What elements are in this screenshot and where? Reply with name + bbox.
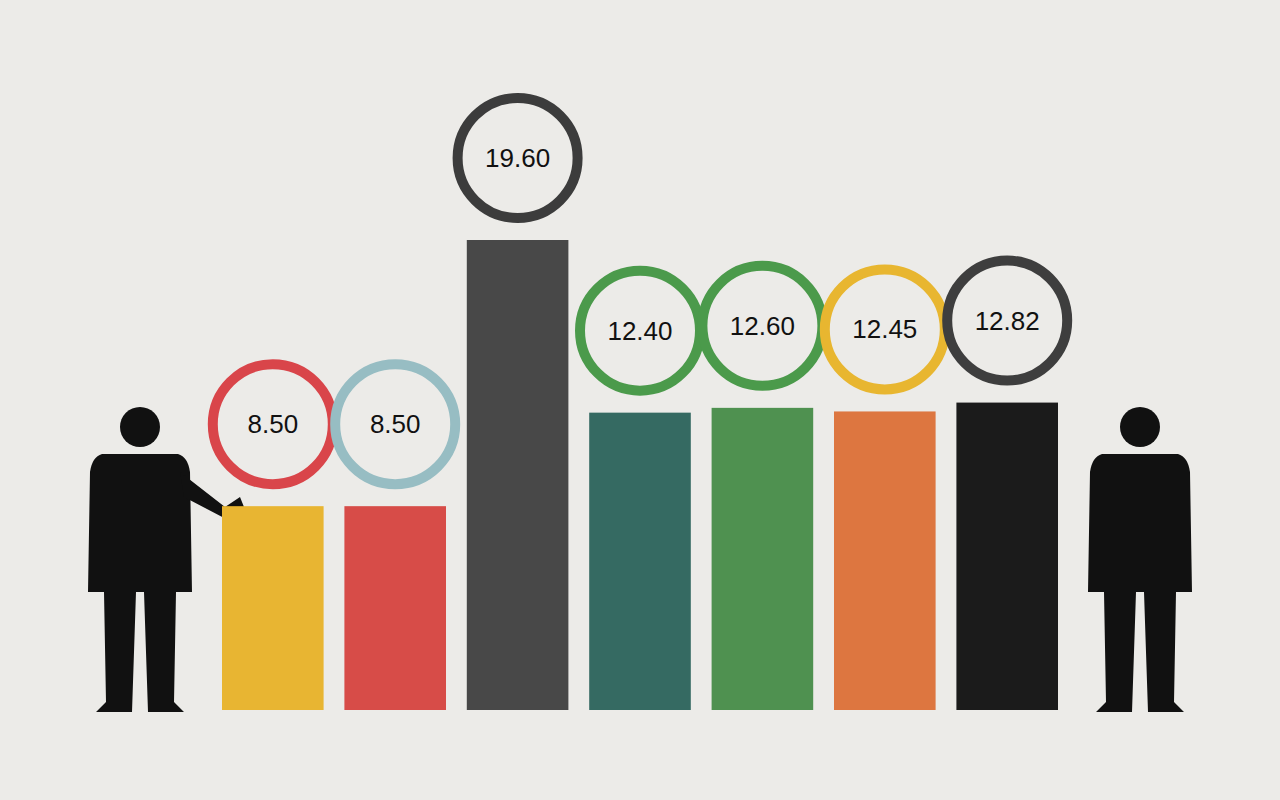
bar bbox=[834, 411, 936, 710]
data-label: 8.50 bbox=[370, 409, 421, 439]
label-ring bbox=[947, 261, 1067, 381]
person-body bbox=[88, 454, 192, 712]
person-right bbox=[1088, 407, 1192, 712]
label-ring bbox=[458, 98, 578, 218]
data-label: 19.60 bbox=[485, 143, 550, 173]
data-label: 12.45 bbox=[852, 314, 917, 344]
data-label: 8.50 bbox=[247, 409, 298, 439]
label-ring bbox=[702, 266, 822, 386]
label-ring bbox=[825, 269, 945, 389]
data-label: 12.82 bbox=[975, 306, 1040, 336]
bar bbox=[467, 240, 569, 710]
bar bbox=[956, 403, 1058, 710]
bar bbox=[712, 408, 814, 710]
bar bbox=[222, 506, 324, 710]
background bbox=[0, 0, 1280, 800]
data-label: 12.40 bbox=[607, 316, 672, 346]
person-head bbox=[120, 407, 160, 447]
data-label: 12.60 bbox=[730, 311, 795, 341]
person-head bbox=[1120, 407, 1160, 447]
label-ring bbox=[213, 364, 333, 484]
chart: 8.50 8.50 19.60 12.40 12.60 12.45 12.82 bbox=[0, 0, 1280, 800]
data-labels: 8.50 8.50 19.60 12.40 12.60 12.45 12.82 bbox=[213, 98, 1067, 484]
bars bbox=[222, 240, 1058, 710]
label-ring bbox=[580, 271, 700, 391]
person-body bbox=[1088, 454, 1192, 712]
bar bbox=[589, 413, 691, 710]
bar bbox=[344, 506, 446, 710]
label-ring bbox=[335, 364, 455, 484]
